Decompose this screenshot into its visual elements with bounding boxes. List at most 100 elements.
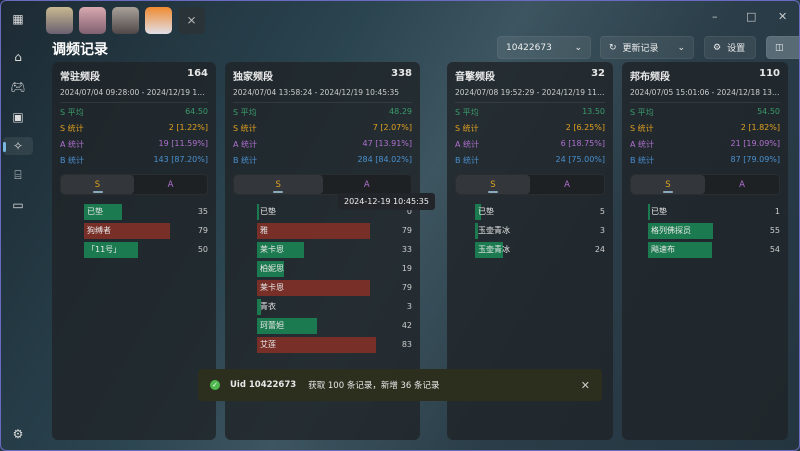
uid-select[interactable]: 10422673 ⌄ — [497, 36, 591, 59]
list-item[interactable]: 雅 79 — [257, 221, 412, 240]
list-item[interactable]: 莱卡恩 79 — [257, 278, 412, 297]
tab-a[interactable]: A — [739, 180, 745, 190]
list-item[interactable]: 狗缚者 79 — [84, 221, 208, 240]
update-label: 更新记录 — [622, 44, 659, 54]
tab-s[interactable]: S — [234, 175, 323, 194]
gacha-record-icon[interactable]: ✧ — [3, 137, 33, 155]
stat-a: A 统计 47 [13.91%] — [233, 139, 412, 151]
stat-label: B 统计 — [233, 156, 258, 165]
item-name: 飚速布 — [651, 244, 675, 254]
stat-label: B 统计 — [60, 156, 85, 165]
pity-bar — [84, 203, 123, 220]
pity-bar — [257, 279, 371, 296]
close-window-icon[interactable]: ✕ — [778, 10, 788, 23]
pity-bar — [84, 222, 171, 239]
item-name: 「11号」 — [87, 244, 122, 254]
pool-total: 110 — [759, 68, 780, 79]
item-name: 格列佛探员 — [651, 225, 691, 235]
pity-bar — [257, 222, 371, 239]
tab-a[interactable]: A — [363, 180, 370, 190]
apps-icon[interactable]: ▦ — [12, 12, 24, 26]
list-item[interactable]: 已垫 5 — [475, 202, 605, 221]
avatar[interactable] — [46, 7, 73, 34]
maximize-icon[interactable]: □ — [746, 10, 757, 23]
gear-icon: ⚙ — [713, 42, 722, 53]
avatar[interactable] — [79, 7, 106, 34]
pool-date-range: 2024/07/05 15:01:06 - 2024/12/18 13:0... — [630, 88, 780, 103]
item-count: 24 — [594, 245, 605, 254]
list-item[interactable]: 青衣 3 — [257, 297, 412, 316]
tab-s[interactable]: S — [456, 175, 530, 194]
pool-total: 338 — [391, 68, 412, 79]
pity-bar — [648, 241, 712, 258]
list-item[interactable]: 莱卡恩 33 — [257, 240, 412, 259]
pity-bar — [257, 317, 318, 334]
item-name: 青衣 — [260, 301, 276, 311]
home-icon[interactable]: ⌂ — [14, 50, 22, 64]
pool-date-range: 2024/07/04 09:28:00 - 2024/12/19 10:3... — [60, 88, 208, 103]
item-count: 42 — [401, 321, 412, 330]
toast-notification: ✓ Uid 10422673 获取 100 条记录，新增 36 条记录 ✕ — [198, 369, 602, 401]
pity-bar — [257, 241, 305, 258]
pool-total: 164 — [187, 68, 208, 79]
image-icon[interactable]: ▣ — [12, 110, 24, 124]
gamepad-icon[interactable]: 🎮︎ — [10, 80, 26, 94]
list-item[interactable]: 已垫 35 — [84, 202, 208, 221]
tooltip: 2024-12-19 10:45:35 — [338, 193, 435, 210]
item-count: 0 — [406, 207, 412, 216]
tab-a[interactable]: A — [167, 180, 174, 190]
pity-bar — [257, 260, 285, 277]
card-icon[interactable]: ▭ — [12, 198, 24, 212]
list-item[interactable]: 「11号」 50 — [84, 240, 208, 259]
stat-value: 143 [87.20%] — [153, 155, 208, 164]
toast-uid: Uid 10422673 — [230, 380, 297, 390]
success-check-icon: ✓ — [210, 380, 220, 390]
pity-bar — [648, 222, 713, 239]
stat-label: A 统计 — [630, 140, 655, 149]
list-item[interactable]: 珂蕾妲 42 — [257, 316, 412, 335]
list-item[interactable]: 已垫 1 — [648, 202, 780, 221]
pity-bar — [257, 336, 376, 353]
update-records-button[interactable]: ↻ 更新记录 ⌄ — [600, 36, 694, 59]
stat-value: 6 [18.75%] — [560, 139, 605, 148]
list-item[interactable]: 已垫 0 — [257, 202, 412, 221]
list-item[interactable]: 玉壶青冰 24 — [475, 240, 605, 259]
stat-label: A 统计 — [455, 140, 480, 149]
close-icon[interactable]: ✕ — [580, 378, 590, 392]
item-count: 54 — [769, 245, 780, 254]
list-item[interactable]: 格列佛探员 55 — [648, 221, 780, 240]
chevron-down-icon: ⌄ — [574, 42, 582, 53]
settings-button[interactable]: ⚙ 设置 — [704, 36, 756, 59]
settings-gear-icon[interactable]: ⚙ — [12, 427, 24, 441]
item-count: 79 — [401, 226, 412, 235]
pity-bar — [648, 203, 650, 220]
panel-toggle-button[interactable]: ◫ — [766, 36, 800, 59]
pool-name: 独家频段 — [233, 72, 273, 83]
tab-a[interactable]: A — [564, 180, 570, 190]
avatar[interactable] — [145, 7, 172, 34]
chevron-down-icon[interactable]: ⌄ — [677, 42, 685, 53]
list-item[interactable]: 玉壶青冰 3 — [475, 221, 605, 240]
tab-s[interactable]: S — [631, 175, 705, 194]
pity-bar — [475, 222, 479, 239]
tab-s[interactable]: S — [61, 175, 134, 194]
unpin-icon[interactable]: ⨯ — [178, 7, 205, 34]
stat-b: B 统计 143 [87.20%] — [60, 155, 208, 167]
settings-label: 设置 — [727, 44, 746, 54]
item-count: 83 — [401, 340, 412, 349]
avatar[interactable] — [112, 7, 139, 34]
stat-label: S 平均 — [60, 108, 84, 117]
list-item[interactable]: 飚速布 54 — [648, 240, 780, 259]
stat-value: 24 [75.00%] — [555, 155, 605, 164]
stat-value: 2 [1.22%] — [168, 123, 208, 132]
list-item[interactable]: 艾莲 83 — [257, 335, 412, 354]
stat-label: S 平均 — [630, 108, 654, 117]
gift-icon[interactable]: ⌸ — [14, 168, 22, 182]
refresh-icon: ↻ — [609, 42, 617, 53]
list-item[interactable]: 柏妮思 19 — [257, 259, 412, 278]
minimize-icon[interactable]: – — [712, 10, 718, 23]
